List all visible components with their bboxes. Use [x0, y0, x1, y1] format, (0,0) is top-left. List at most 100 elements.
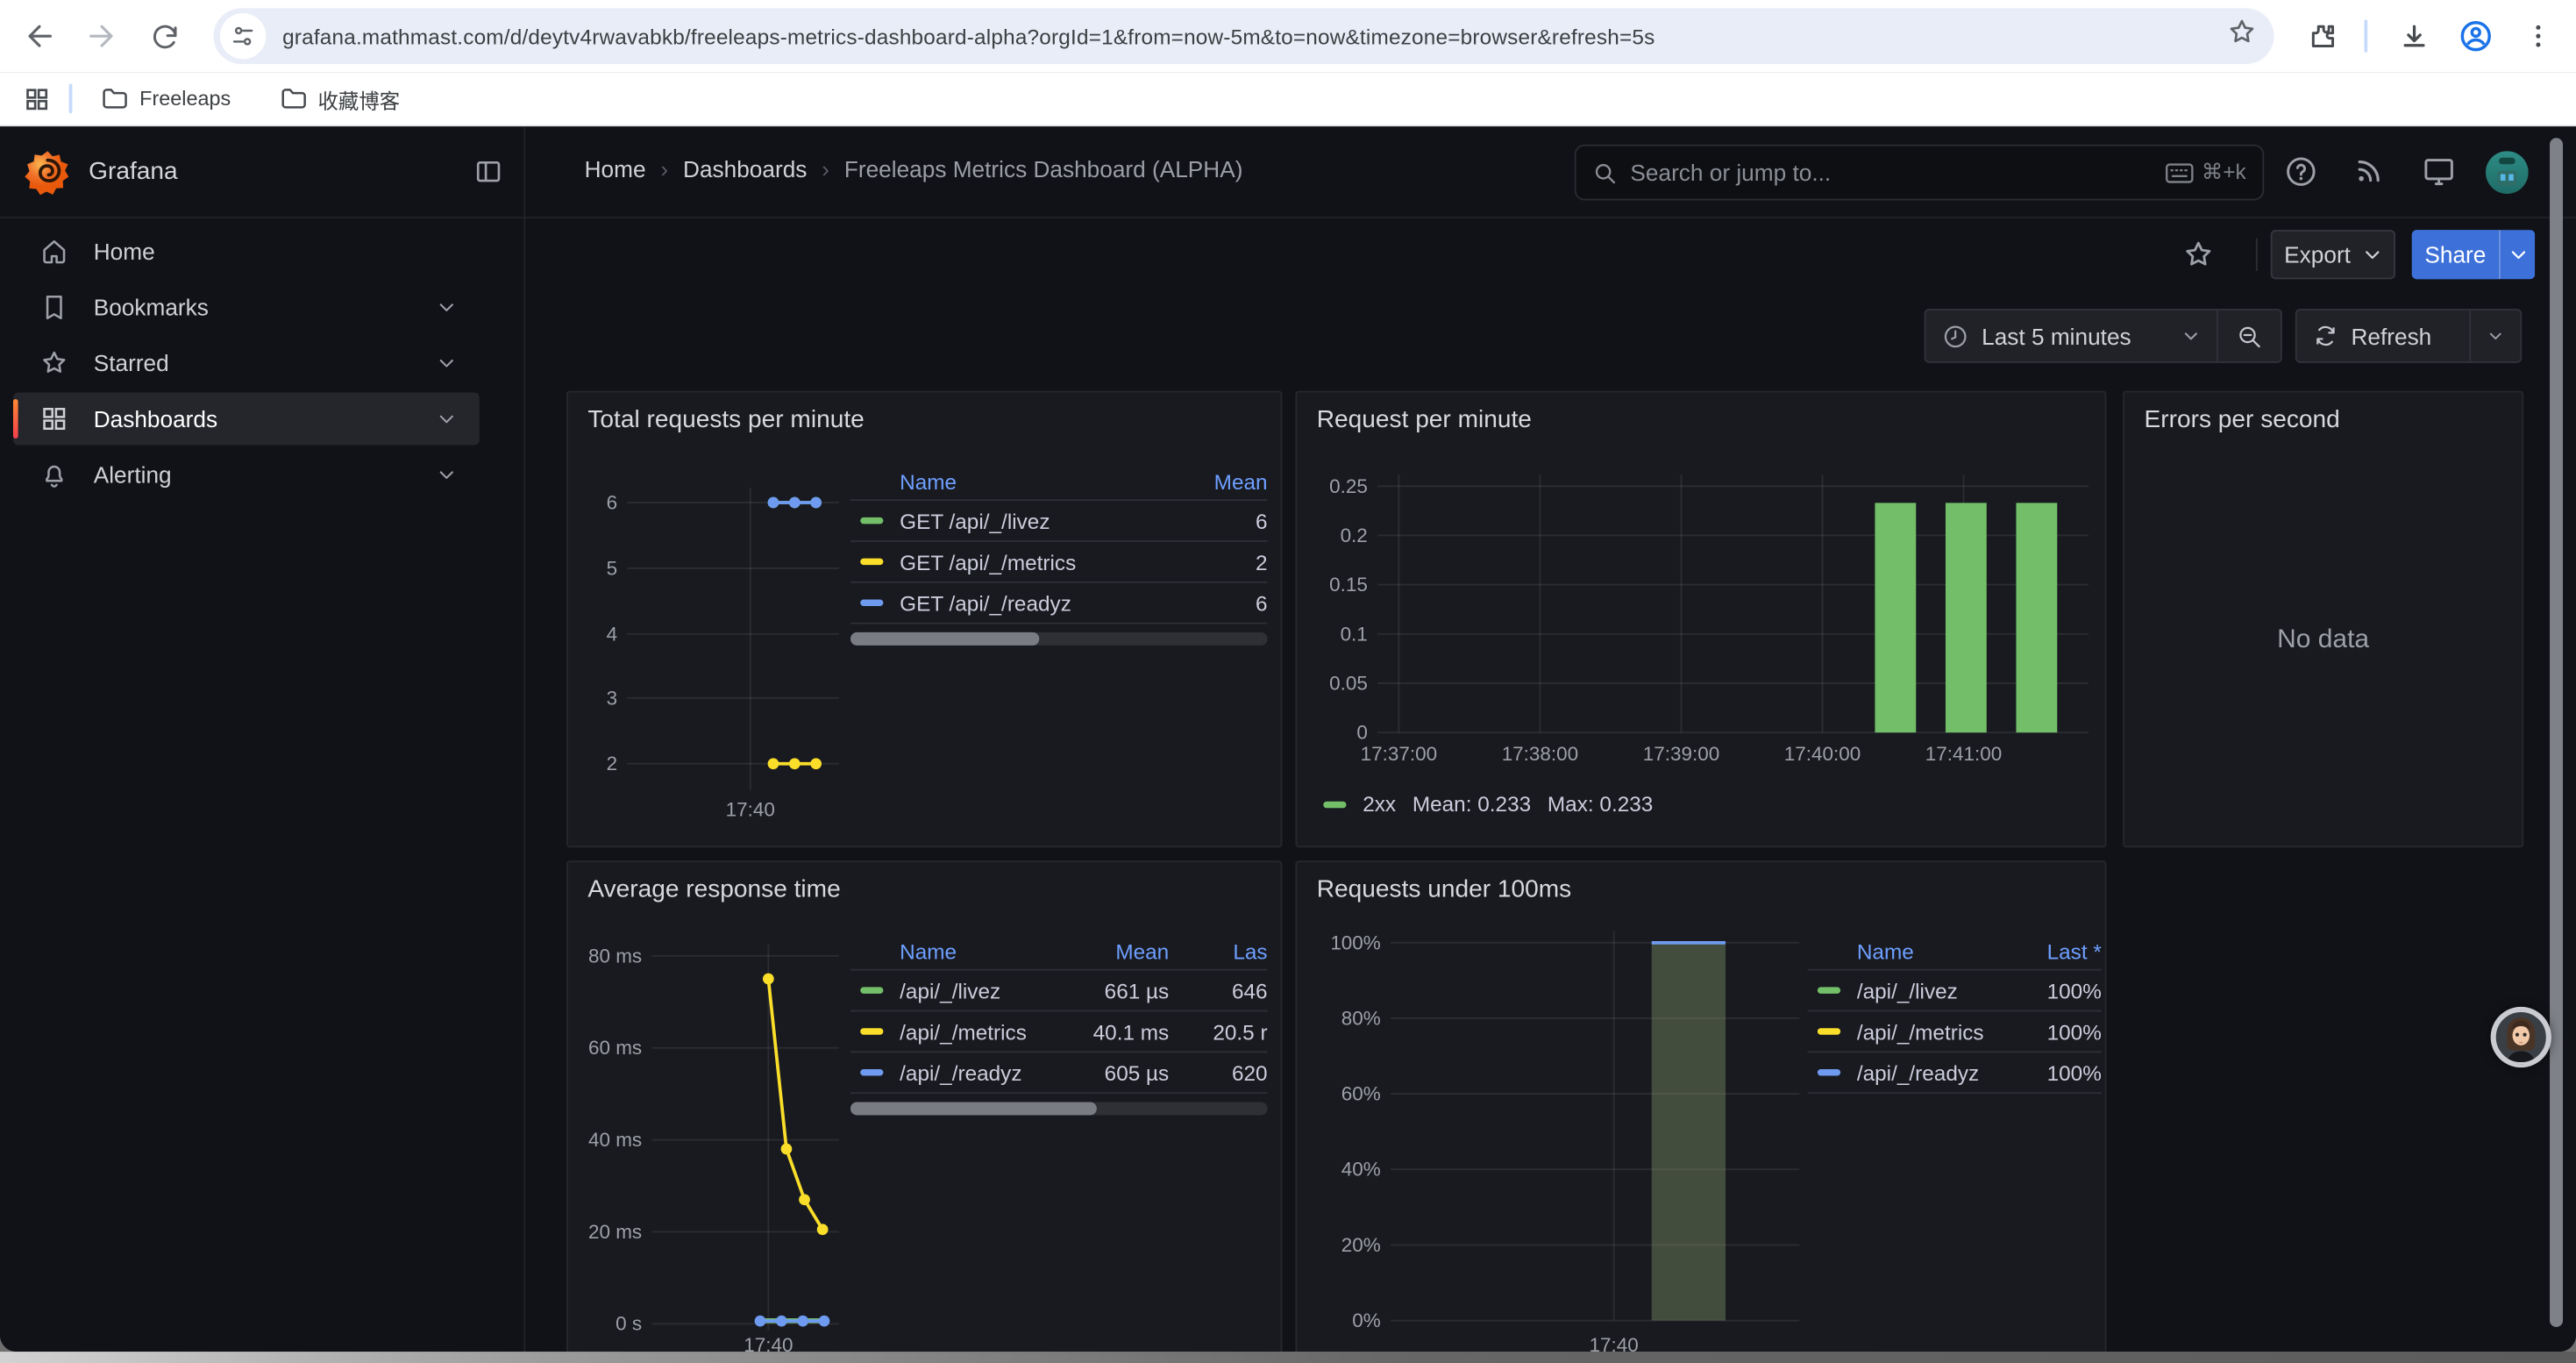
bookmark-icon — [39, 292, 69, 322]
help-button[interactable] — [2284, 154, 2318, 197]
sidebar-item-dashboards[interactable]: Dashboards — [13, 393, 480, 446]
legend-value-mean: 40.1 ms — [1087, 1019, 1170, 1044]
desktop-edge — [0, 1352, 2576, 1363]
legend-row[interactable]: /api/_/metrics100% — [1808, 1011, 2102, 1053]
share-button[interactable]: Share — [2412, 230, 2499, 279]
monitor-icon — [2422, 154, 2456, 189]
bell-icon — [39, 460, 69, 489]
search-placeholder: Search or jump to... — [1630, 160, 2165, 186]
legend-row[interactable]: GET /api/_/metrics2 — [850, 542, 1268, 583]
panel-request-per-minute[interactable]: Request per minute 0.250.20.150.10.05017… — [1295, 391, 2106, 848]
forward-icon — [85, 19, 117, 52]
legend-header: NameLast * — [1808, 934, 2102, 970]
zoom-out-button[interactable] — [2218, 310, 2281, 361]
toolbar-divider — [2364, 19, 2367, 52]
browser-profile-button[interactable] — [2453, 13, 2499, 59]
star-dashboard-button[interactable] — [2182, 239, 2215, 280]
downloads-button[interactable] — [2390, 13, 2436, 59]
refresh-button[interactable]: Refresh — [2297, 310, 2470, 361]
legend-scrollbar[interactable] — [850, 1102, 1268, 1115]
refresh-icon — [2313, 324, 2338, 348]
search-icon — [1592, 161, 1617, 185]
breadcrumb-item[interactable]: Dashboards — [683, 156, 807, 182]
series-color-dash — [1818, 1028, 1840, 1034]
legend-value-mean: 6 — [1176, 509, 1268, 533]
svg-text:0.05: 0.05 — [1329, 672, 1368, 694]
legend-header-name[interactable]: Name — [900, 939, 1086, 964]
legend-header-last[interactable]: Last * — [2010, 939, 2102, 964]
svg-text:40 ms: 40 ms — [588, 1129, 642, 1151]
sidebar-toggle-button[interactable] — [473, 156, 504, 196]
share-menu-button[interactable] — [2499, 230, 2535, 279]
download-icon — [2398, 20, 2430, 52]
expand-chevron[interactable] — [437, 465, 456, 484]
panel-errors-per-second[interactable]: Errors per second No data — [2123, 391, 2523, 848]
breadcrumb-item[interactable]: Home — [585, 156, 646, 182]
url-text: grafana.mathmast.com/d/deytv4rwavabkb/fr… — [282, 24, 2213, 48]
sidebar-item-bookmarks[interactable]: Bookmarks — [13, 281, 480, 333]
legend-header-mean[interactable]: Mean — [1176, 470, 1268, 495]
vertical-scrollbar[interactable] — [2550, 138, 2563, 1327]
assistant-avatar[interactable] — [2491, 1007, 2551, 1067]
url-bar[interactable]: grafana.mathmast.com/d/deytv4rwavabkb/fr… — [213, 8, 2274, 64]
svg-text:80 ms: 80 ms — [588, 945, 642, 967]
panel-avg-response-time[interactable]: Average response time 80 ms60 ms40 ms20 … — [566, 860, 1282, 1352]
legend-row[interactable]: /api/_/livez100% — [1808, 971, 2102, 1012]
news-button[interactable] — [2352, 154, 2385, 196]
expand-chevron[interactable] — [437, 409, 456, 428]
sidebar-item-starred[interactable]: Starred — [13, 337, 480, 389]
legend-value-mean: 6 — [1176, 590, 1268, 615]
legend-row[interactable]: GET /api/_/readyz6 — [850, 583, 1268, 624]
panel-total-requests[interactable]: Total requests per minute 6543217:40 Nam… — [566, 391, 1282, 848]
grafana-logo[interactable] — [25, 149, 70, 195]
legend-row[interactable]: /api/_/readyz605 µs620 — [850, 1053, 1268, 1094]
bookmarks-bar: Freeleaps 收藏博客 — [0, 72, 2576, 126]
bookmark-folder[interactable]: Freeleaps — [89, 81, 244, 117]
forward-button[interactable] — [79, 13, 125, 59]
search-input[interactable]: Search or jump to... ⌘+k — [1575, 145, 2264, 201]
legend-value-last: 20.5 r — [1169, 1019, 1267, 1044]
sidebar-item-home[interactable]: Home — [13, 225, 480, 278]
export-button[interactable]: Export — [2271, 230, 2395, 279]
apps-shortcut-button[interactable] — [13, 75, 59, 121]
back-button[interactable] — [17, 13, 62, 59]
help-icon — [2284, 154, 2318, 189]
panel-title[interactable]: Errors per second — [2145, 406, 2340, 434]
legend-value-last: 100% — [2010, 1019, 2102, 1044]
refresh-interval-button[interactable] — [2471, 310, 2520, 361]
user-avatar[interactable] — [2486, 151, 2529, 202]
legend-header-name[interactable]: Name — [900, 470, 1176, 495]
display-button[interactable] — [2422, 154, 2456, 197]
panel-requests-under-100ms[interactable]: Requests under 100ms 100%80%60%40%20%0%1… — [1295, 860, 2106, 1352]
series-color-dash — [860, 559, 883, 565]
expand-chevron[interactable] — [437, 353, 456, 373]
bookmark-folder[interactable]: 收藏博客 — [267, 76, 413, 121]
bookmarks-divider — [69, 83, 73, 113]
browser-menu-button[interactable] — [2516, 13, 2561, 59]
panel-toggle-icon — [473, 156, 504, 188]
site-settings-button[interactable] — [220, 13, 266, 59]
legend-row[interactable]: /api/_/livez661 µs646 — [850, 971, 1268, 1012]
legend-value-last: 100% — [2010, 978, 2102, 1003]
legend-row[interactable]: /api/_/metrics40.1 ms20.5 r — [850, 1011, 1268, 1053]
bookmark-page-button[interactable] — [2226, 17, 2258, 56]
svg-text:17:38:00: 17:38:00 — [1502, 743, 1578, 765]
legend-value-last: 646 — [1169, 978, 1267, 1003]
legend-header-mean[interactable]: Mean — [1087, 939, 1170, 964]
legend-row[interactable]: GET /api/_/livez6 — [850, 501, 1268, 542]
extensions-button[interactable] — [2299, 13, 2345, 59]
legend-header-name[interactable]: Name — [1857, 939, 2010, 964]
reload-button[interactable] — [141, 13, 187, 59]
breadcrumb-item: Freeleaps Metrics Dashboard (ALPHA) — [844, 156, 1243, 182]
sidebar-item-alerting[interactable]: Alerting — [13, 448, 480, 501]
legend-series-name[interactable]: 2xx — [1363, 792, 1396, 817]
actions-divider — [2256, 239, 2258, 271]
legend-scrollbar[interactable] — [850, 632, 1268, 646]
svg-text:40%: 40% — [1341, 1159, 1381, 1181]
legend-value-mean: 661 µs — [1087, 978, 1170, 1003]
time-range-picker[interactable]: Last 5 minutes — [1925, 310, 2216, 361]
legend-header-las[interactable]: Las — [1169, 939, 1267, 964]
expand-chevron[interactable] — [437, 297, 456, 317]
legend-row[interactable]: /api/_/readyz100% — [1808, 1053, 2102, 1094]
breadcrumb-separator: › — [807, 156, 843, 182]
